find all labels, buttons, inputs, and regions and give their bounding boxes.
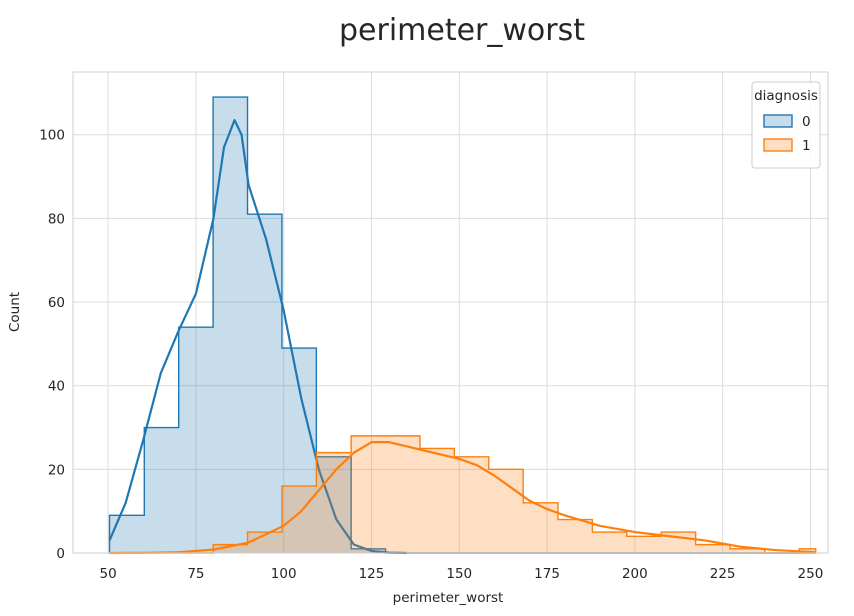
histogram-bar [351,435,386,553]
histogram-bar [626,536,662,553]
x-tick-label: 200 [622,566,648,582]
histogram-bar [247,214,282,554]
histogram-bar [213,544,248,553]
legend-swatch-0 [763,114,793,128]
legend-swatch-1 [763,138,793,152]
histogram-bar [730,548,765,553]
histogram-bar [213,97,248,554]
x-axis-label: perimeter_worst [393,590,504,606]
x-tick-label: 250 [798,566,824,582]
x-axis-ticks: 50 75 100 125 150 175 200 225 250 [100,566,824,582]
histogram-bar [385,435,420,553]
histogram-bar [454,456,489,553]
histogram-bar [695,544,731,553]
y-tick-label: 40 [48,379,65,395]
series-1 [109,435,817,555]
axes-frame [72,71,829,554]
histogram-bar [316,452,352,553]
plot-area [73,72,828,553]
y-axis-label: Count [7,292,23,332]
histogram-bar [557,519,593,553]
legend-title: diagnosis [754,88,818,104]
legend-box [751,81,821,169]
y-tick-label: 0 [56,546,65,562]
x-tick-label: 125 [359,566,385,582]
y-tick-label: 20 [48,462,65,478]
y-axis-ticks: 0 20 40 60 80 100 [39,128,65,562]
x-tick-label: 150 [446,566,472,582]
y-tick-label: 80 [48,211,65,227]
histogram-bar [144,427,179,553]
legend-label-1: 1 [802,138,811,154]
legend-label-0: 0 [802,114,811,130]
kde-curve [108,118,407,555]
plot-frame [72,71,829,554]
x-tick-label: 225 [710,566,736,582]
chart-title: perimeter_worst [339,13,585,48]
y-tick-label: 60 [48,295,65,311]
histogram-bar [178,327,214,553]
series-0 [108,96,816,555]
histogram-bar [281,486,317,553]
x-tick-label: 175 [534,566,560,582]
series-layer [108,96,817,555]
histogram-bar [488,469,524,553]
kde-curve [109,441,816,555]
x-tick-label: 75 [187,566,204,582]
histogram-bar [592,532,627,553]
y-tick-label: 100 [39,128,65,144]
legend: diagnosis 0 1 [751,81,821,169]
x-tick-label: 100 [271,566,297,582]
histogram-bar [419,448,455,553]
x-tick-label: 50 [100,566,117,582]
histogram-bar [247,532,282,553]
histogram-bar [109,515,145,553]
histogram-step-outline [109,435,817,554]
